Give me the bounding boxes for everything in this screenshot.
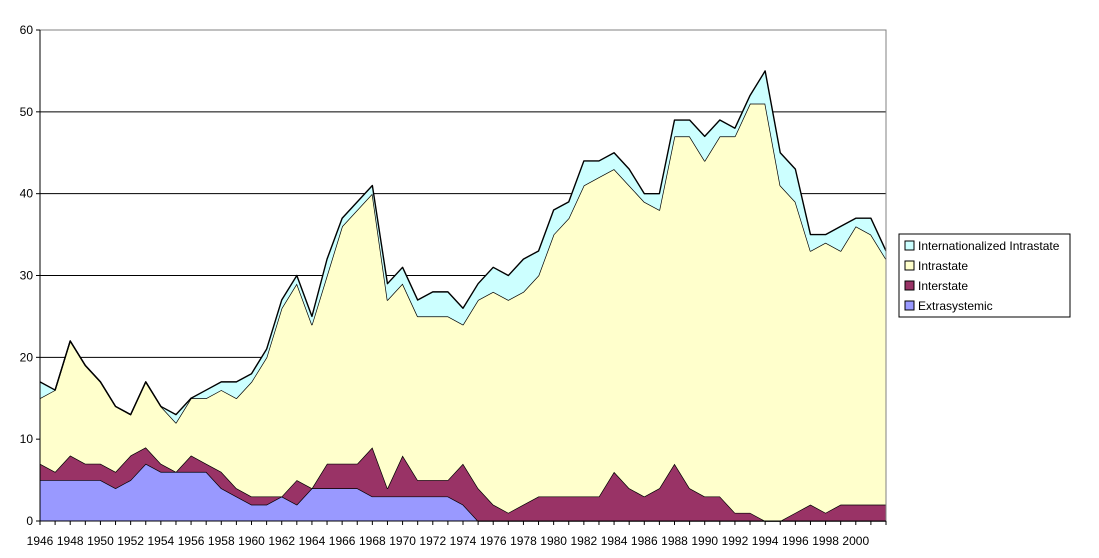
legend-swatch-intrastate bbox=[904, 260, 915, 271]
area-intrastate bbox=[40, 103, 886, 522]
legend-box bbox=[898, 233, 1071, 318]
x-tick-label-1966: 1966 bbox=[329, 534, 356, 548]
y-tick-label-30: 30 bbox=[20, 269, 34, 283]
x-tick-label-1954: 1954 bbox=[148, 534, 175, 548]
x-tick-label-1998: 1998 bbox=[812, 534, 839, 548]
x-tick-label-1978: 1978 bbox=[510, 534, 537, 548]
x-tick-label-1980: 1980 bbox=[540, 534, 567, 548]
x-tick-label-1990: 1990 bbox=[691, 534, 718, 548]
x-tick-label-1968: 1968 bbox=[359, 534, 386, 548]
x-tick-label-1970: 1970 bbox=[389, 534, 416, 548]
x-tick-label-1958: 1958 bbox=[208, 534, 235, 548]
legend-swatch-extrasystemic bbox=[904, 300, 915, 311]
y-tick-label-40: 40 bbox=[20, 187, 34, 201]
area-layers bbox=[39, 70, 887, 522]
x-tick-label-1960: 1960 bbox=[238, 534, 265, 548]
x-tick-label-1982: 1982 bbox=[571, 534, 598, 548]
y-tick-label-0: 0 bbox=[26, 514, 33, 528]
legend: Internationalized Intrastate Intrastate In… bbox=[898, 233, 1071, 318]
x-tick-label-2000: 2000 bbox=[842, 534, 869, 548]
x-tick-label-1956: 1956 bbox=[178, 534, 205, 548]
x-tick-label-1962: 1962 bbox=[268, 534, 295, 548]
y-tick-label-10: 10 bbox=[20, 432, 34, 446]
x-tick-label-1946: 1946 bbox=[27, 534, 54, 548]
x-tick-label-1986: 1986 bbox=[631, 534, 658, 548]
area-interstate bbox=[40, 447, 886, 521]
x-tick-label-1948: 1948 bbox=[57, 534, 84, 548]
y-tick-label-60: 60 bbox=[20, 23, 34, 37]
legend-label-intrastate: Intrastate bbox=[918, 259, 968, 273]
x-tick-label-1996: 1996 bbox=[782, 534, 809, 548]
y-tick-label-20: 20 bbox=[20, 350, 34, 364]
axes bbox=[36, 29, 887, 525]
x-tick-label-1976: 1976 bbox=[480, 534, 507, 548]
legend-label-interstate: Interstate bbox=[918, 279, 968, 293]
x-tick-labels: 1946 1948 1950 1952 1954 1956 1958 1960 1962 1964… bbox=[27, 534, 870, 548]
legend-swatch-internationalized-intrastate bbox=[904, 240, 915, 251]
x-tick-label-1992: 1992 bbox=[722, 534, 749, 548]
x-tick-label-1972: 1972 bbox=[419, 534, 446, 548]
y-tick-label-50: 50 bbox=[20, 105, 34, 119]
x-tick-label-1988: 1988 bbox=[661, 534, 688, 548]
area-outline-internationalized-intrastate bbox=[39, 70, 887, 416]
x-tick-label-1950: 1950 bbox=[87, 534, 114, 548]
area-extrasystemic bbox=[40, 463, 886, 521]
x-tick-label-1984: 1984 bbox=[601, 534, 628, 548]
legend-label-internationalized-intrastate: Internationalized Intrastate bbox=[918, 239, 1060, 253]
x-tick-label-1964: 1964 bbox=[299, 534, 326, 548]
legend-swatch-interstate bbox=[904, 280, 915, 291]
legend-label-extrasystemic: Extrasystemic bbox=[918, 299, 993, 313]
x-tick-label-1974: 1974 bbox=[450, 534, 477, 548]
x-tick-label-1952: 1952 bbox=[117, 534, 144, 548]
y-tick-labels: 0 10 20 30 40 50 60 bbox=[20, 23, 34, 528]
x-tick-label-1994: 1994 bbox=[752, 534, 779, 548]
